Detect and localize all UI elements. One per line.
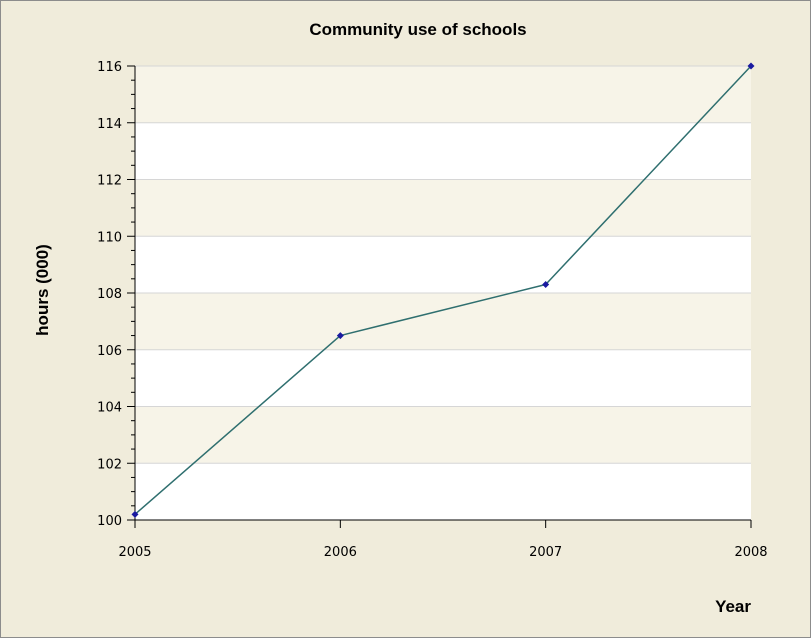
plot-band xyxy=(135,463,751,520)
y-tick-label: 102 xyxy=(97,457,122,472)
x-tick-label: 2005 xyxy=(118,545,151,560)
x-axis-label: Year xyxy=(715,597,751,616)
plot-band xyxy=(135,293,751,350)
series-layer xyxy=(131,62,755,518)
y-ticks: 100 102 104 106 108 110 112 114 116 xyxy=(97,60,135,529)
x-tick-label: 2006 xyxy=(324,545,357,560)
plot-band xyxy=(135,122,751,180)
data-point xyxy=(336,332,344,340)
y-tick-label: 104 xyxy=(97,401,122,416)
y-tick-label: 108 xyxy=(97,287,122,302)
x-tick-label: 2008 xyxy=(734,545,767,560)
plot-band xyxy=(135,66,751,123)
y-tick-label: 116 xyxy=(97,60,122,75)
data-point xyxy=(131,510,139,518)
data-point xyxy=(542,280,550,288)
plot-band xyxy=(135,349,751,407)
plot-band xyxy=(135,236,751,293)
y-tick-label: 114 xyxy=(97,117,122,132)
y-tick-label: 112 xyxy=(97,174,122,189)
plot-band xyxy=(135,406,751,464)
y-tick-label: 106 xyxy=(97,344,122,359)
x-ticks: 2005 2006 2007 2008 xyxy=(118,520,768,560)
plot-bands xyxy=(135,66,751,520)
data-point xyxy=(747,62,755,70)
series-line xyxy=(134,65,752,515)
chart-title: Community use of schools xyxy=(309,20,526,39)
y-tick-label: 110 xyxy=(97,230,122,245)
gridlines xyxy=(135,65,751,464)
plot-band xyxy=(135,179,751,237)
y-axis-label: hours (000) xyxy=(33,244,52,336)
y-tick-label: 100 xyxy=(97,514,122,529)
x-tick-label: 2007 xyxy=(529,545,562,560)
